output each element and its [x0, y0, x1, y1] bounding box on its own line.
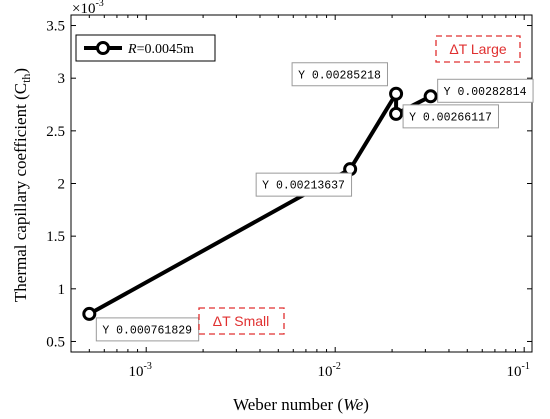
- x-axis: 10-3 10-2 10-1: [70, 15, 530, 380]
- data-point: [389, 106, 404, 121]
- y-axis-title: Thermal capillary coefficient (Cth): [11, 68, 33, 302]
- annotation-dt-large: ΔT Large: [435, 35, 521, 63]
- y-axis-multiplier: ×10-3: [72, 0, 104, 17]
- datatip-label: Y 0.00285218: [298, 69, 381, 82]
- datatip: Y 0.00213637: [255, 172, 353, 197]
- datatip-box: [255, 172, 353, 197]
- x-tick-label: 10-2: [318, 361, 341, 380]
- annotation-dt-small: ΔT Small: [198, 307, 285, 335]
- x-tick-label: 10-3: [129, 361, 152, 380]
- y-tick-label: 2.5: [46, 124, 65, 140]
- annotation-box: [435, 35, 521, 63]
- annotation-text: ΔT Small: [213, 313, 270, 329]
- y-tick-label: 3: [58, 71, 66, 87]
- x-axis-title: Weber number (We): [233, 395, 369, 414]
- datatip: Y 0.00282814: [437, 78, 534, 103]
- data-point: [389, 86, 404, 101]
- datatip-label: Y 0.00266117: [409, 111, 492, 124]
- datatip: Y 0.000761829: [95, 317, 200, 342]
- legend: R=0.0045m: [75, 34, 216, 62]
- datatip-label: Y 0.00282814: [444, 86, 527, 99]
- data-point: [423, 89, 438, 104]
- data-point: [82, 306, 97, 321]
- y-axis: 0.5 1 1.5 2 2.5 3 3.5: [46, 19, 532, 350]
- datatip: Y 0.00285218: [291, 62, 388, 87]
- annotation-text: ΔT Large: [449, 41, 507, 57]
- datatip-label: Y 0.00213637: [262, 180, 345, 193]
- annotation-box: [198, 307, 285, 335]
- y-tick-label: 1: [58, 282, 66, 298]
- datatips: Y 0.000761829 Y 0.00213637 Y 0.00285218 Y 0…: [95, 62, 534, 342]
- x-tick-label: 10-1: [507, 361, 530, 380]
- y-tick-label: 0.5: [46, 334, 65, 350]
- datatip-label: Y 0.000761829: [102, 324, 192, 337]
- datatip-box: [291, 62, 388, 87]
- datatip-box: [437, 78, 534, 103]
- legend-marker: [96, 41, 110, 55]
- y-tick-label: 2: [58, 177, 66, 193]
- legend-label: R=0.0045m: [127, 42, 194, 57]
- datatip: Y 0.00266117: [402, 104, 499, 129]
- datatip-box: [402, 104, 499, 129]
- y-tick-label: 1.5: [46, 229, 65, 245]
- y-tick-label: 3.5: [46, 19, 65, 35]
